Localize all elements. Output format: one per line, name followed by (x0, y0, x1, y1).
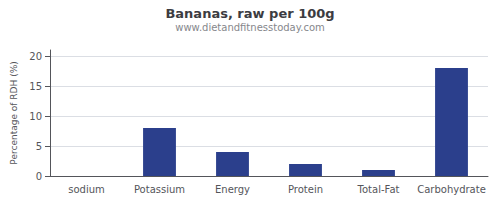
svg-text:Protein: Protein (288, 184, 323, 195)
svg-text:Carbohydrate: Carbohydrate (417, 184, 486, 195)
svg-text:Potassium: Potassium (134, 184, 185, 195)
svg-text:Total-Fat: Total-Fat (357, 184, 400, 195)
svg-text:15: 15 (29, 81, 42, 92)
svg-text:20: 20 (29, 51, 42, 62)
svg-text:sodium: sodium (68, 184, 105, 195)
svg-text:www.dietandfitnesstoday.com: www.dietandfitnesstoday.com (175, 22, 324, 33)
svg-text:0: 0 (36, 171, 42, 182)
svg-text:Percentage of RDH (%): Percentage of RDH (%) (9, 61, 19, 164)
svg-text:Energy: Energy (215, 184, 250, 195)
svg-text:10: 10 (29, 111, 42, 122)
svg-text:5: 5 (36, 141, 42, 152)
svg-text:Bananas, raw per 100g: Bananas, raw per 100g (165, 6, 334, 21)
